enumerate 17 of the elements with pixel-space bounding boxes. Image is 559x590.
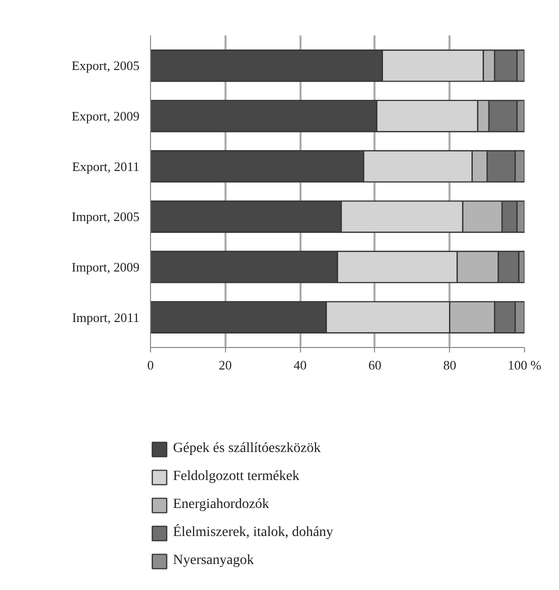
x-tick-label: 20 — [218, 358, 232, 372]
y-tick-label: Export, 2005 — [72, 58, 140, 74]
x-tick-label: 0 — [147, 358, 154, 372]
y-tick-label: Import, 2005 — [72, 209, 140, 224]
y-tick-label: Import, 2011 — [72, 310, 140, 325]
y-tick-label: Export, 2011 — [72, 158, 140, 174]
x-tick-label: 60 — [368, 358, 382, 372]
x-tick-label: 40 — [294, 358, 307, 372]
legend-label: Élelmiszerek, italok, dohány — [173, 525, 334, 541]
y-tick-label: Export, 2009 — [72, 108, 140, 124]
y-tick-label: Import, 2009 — [72, 259, 140, 274]
legend-label: Nyersanyagok — [173, 553, 254, 569]
legend-label: Feldolgozott termékek — [173, 469, 300, 485]
legend-label: Energiahordozók — [173, 497, 270, 513]
x-tick-label: 100 % — [508, 358, 542, 372]
legend-label: Gépek és szállítóeszközök — [173, 441, 321, 457]
x-tick-label: 80 — [443, 358, 456, 372]
